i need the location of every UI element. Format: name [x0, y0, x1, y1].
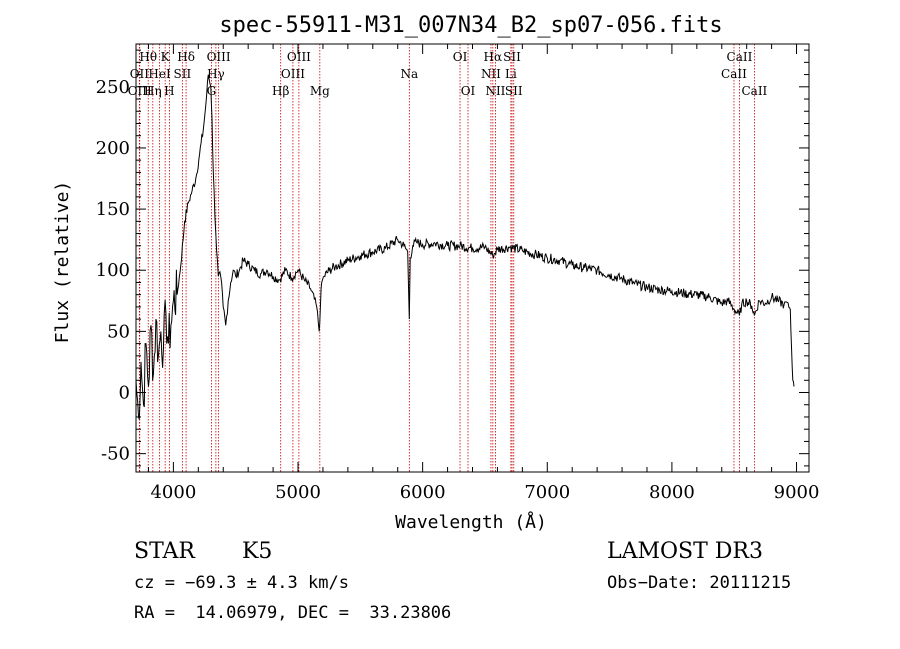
spectral-line-label: HeI — [148, 67, 171, 81]
redshift-cz: cz = −69.3 ± 4.3 km/s — [134, 573, 349, 593]
spectral-line-label: CaII — [721, 67, 747, 81]
spectral-line-label: OIII — [281, 67, 305, 81]
x-tick-label: 7000 — [524, 482, 570, 503]
observation-date: Obs−Date: 20111215 — [607, 573, 792, 593]
x-tick-label: 9000 — [774, 482, 820, 503]
spectral-line-label: Mg — [310, 84, 330, 98]
spectral-line-label: Li — [505, 67, 517, 81]
y-tick-label: 250 — [96, 77, 130, 98]
y-axis-label: Flux (relative) — [52, 181, 73, 344]
spectral-line-label: OII — [130, 67, 150, 81]
x-tick-label: 5000 — [275, 482, 321, 503]
spectral-line-label: NII — [481, 67, 501, 81]
chart-title: spec-55911-M31_007N34_B2_sp07-056.fits — [219, 13, 722, 38]
spectral-line-label: Hδ — [177, 50, 195, 64]
y-tick-label: 200 — [96, 138, 130, 159]
y-tick-label: 50 — [107, 321, 130, 342]
object-subclass: K5 — [242, 539, 273, 564]
x-tick-label: 6000 — [400, 482, 446, 503]
survey-name: LAMOST DR3 — [607, 539, 763, 564]
spectral-line-label: Hγ — [207, 67, 225, 81]
spectral-line-label: OIII — [128, 84, 152, 98]
spectral-line-label: SII — [174, 67, 192, 81]
coordinates: RA = 14.06979, DEC = 33.23806 — [134, 603, 452, 623]
y-tick-label: -50 — [101, 444, 130, 465]
spectral-line-label: OIII — [287, 50, 311, 64]
spectral-line-label: CaII — [741, 84, 767, 98]
spectral-line-label: OI — [461, 84, 476, 98]
spectrum-series-line — [135, 74, 795, 420]
x-axis-label: Wavelength (Å) — [395, 511, 547, 533]
spectral-line-label: Hα — [484, 50, 503, 64]
spectral-line-label: H — [164, 84, 174, 98]
y-tick-label: 150 — [96, 199, 130, 220]
spectral-line-markers — [138, 44, 755, 472]
spectral-line-label: NII — [485, 84, 505, 98]
spectral-line-label: OI — [453, 50, 468, 64]
x-tick-label: 8000 — [649, 482, 695, 503]
spectral-line-label: OIII — [207, 50, 231, 64]
spectral-line-label: SII — [505, 84, 523, 98]
spectral-line-label: Hβ — [272, 84, 289, 98]
axis-ticks: 4000 5000 6000 7000 8000 9000 -50 0 50 100 150 200 2… — [96, 44, 820, 503]
spectral-line-label: Na — [400, 67, 418, 81]
spectral-line-label: SII — [503, 50, 521, 64]
spectral-line-label: CaII — [727, 50, 753, 64]
y-tick-label: 0 — [119, 383, 130, 404]
y-tick-label: 100 — [96, 260, 130, 281]
x-tick-label: 4000 — [150, 482, 196, 503]
plot-frame — [135, 43, 810, 473]
spectral-line-label: K — [161, 50, 171, 64]
spectral-line-label: Hθ — [139, 50, 157, 64]
spectral-line-label: Hη — [144, 84, 162, 98]
object-class: STAR — [134, 539, 195, 564]
